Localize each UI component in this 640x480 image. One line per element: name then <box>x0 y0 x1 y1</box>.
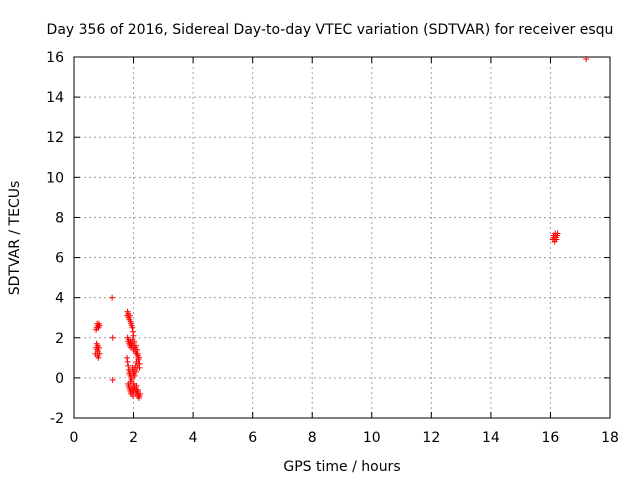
y-tick-label: -2 <box>50 411 64 427</box>
data-point <box>124 354 131 361</box>
x-tick-label: 10 <box>363 430 381 446</box>
x-tick-label: 14 <box>482 430 500 446</box>
y-tick-label: 2 <box>55 331 64 347</box>
data-point <box>131 338 138 345</box>
plot-frame <box>73 56 611 419</box>
data-point <box>137 390 144 397</box>
data-point <box>135 354 142 361</box>
data-point <box>95 354 102 361</box>
data-point <box>134 346 141 353</box>
data-point <box>130 332 137 339</box>
data-point <box>132 368 139 375</box>
data-point <box>136 360 143 367</box>
y-tick-label: 0 <box>55 371 64 387</box>
y-tick-label: 4 <box>55 291 64 307</box>
x-tick-label: 4 <box>189 430 198 446</box>
data-point <box>109 376 116 383</box>
x-tick-label: 8 <box>308 430 317 446</box>
y-tick-label: 12 <box>46 130 64 146</box>
data-point <box>133 382 140 389</box>
grid <box>74 57 610 418</box>
data-point <box>132 342 139 349</box>
y-axis-label: SDTVAR / TECUs <box>7 181 23 296</box>
data-point <box>96 350 103 357</box>
data-point <box>134 350 141 357</box>
x-axis-label: GPS time / hours <box>283 459 400 475</box>
y-tick-label: 8 <box>55 210 64 226</box>
data-point <box>583 56 590 63</box>
data-point <box>134 364 141 371</box>
x-tick-label: 6 <box>248 430 257 446</box>
data-point <box>125 362 132 369</box>
data-point <box>129 328 136 335</box>
data-point <box>554 230 561 237</box>
x-tick-label: 12 <box>422 430 440 446</box>
y-tick-label: 16 <box>46 50 64 66</box>
data-point <box>96 322 103 329</box>
data-point <box>126 312 133 319</box>
data-point <box>135 386 142 393</box>
x-tick-label: 0 <box>70 430 79 446</box>
data-point <box>129 324 136 331</box>
data-points <box>92 56 590 401</box>
y-tick-label: 14 <box>46 90 64 106</box>
data-point <box>124 358 131 365</box>
data-point <box>109 334 116 341</box>
ticks <box>73 56 611 419</box>
y-tick-label: 6 <box>55 251 64 267</box>
x-tick-label: 16 <box>542 430 560 446</box>
chart-title: Day 356 of 2016, Sidereal Day-to-day VTE… <box>47 22 614 38</box>
x-tick-label: 18 <box>601 430 619 446</box>
data-point <box>109 294 116 301</box>
data-point <box>96 344 103 351</box>
data-point <box>553 236 560 243</box>
data-point <box>131 372 138 379</box>
x-tick-label: 2 <box>129 430 138 446</box>
y-tick-label: 10 <box>46 170 64 186</box>
tick-labels: 0 2 4 6 8 10 12 14 16 18 -2 0 2 4 6 8 10 12 14 16 <box>46 50 619 446</box>
